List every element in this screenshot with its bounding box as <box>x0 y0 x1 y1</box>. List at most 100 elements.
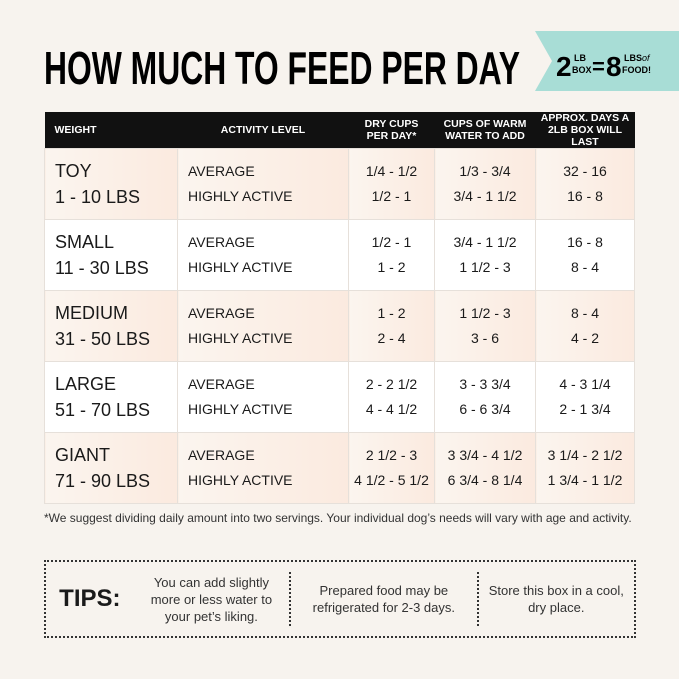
days-last: 16 - 8 <box>567 234 603 250</box>
activity-level-cell: AVERAGE HIGHLY ACTIVE <box>177 290 349 362</box>
days-last: 16 - 8 <box>567 188 603 204</box>
size-cell: SMALL 11 - 30 LBS <box>44 219 178 291</box>
size-name: LARGE <box>55 374 117 394</box>
days-last-cell: 8 - 4 4 - 2 <box>535 290 635 362</box>
dry-cups: 1/2 - 1 <box>371 188 412 204</box>
water-cups-cell: 3 3/4 - 4 1/2 6 3/4 - 8 1/4 <box>434 432 536 504</box>
dry-cups-cell: 1/4 - 1/2 1/2 - 1 <box>348 148 435 220</box>
activity-level: HIGHLY ACTIVE <box>188 188 293 204</box>
activity-level: AVERAGE <box>188 305 255 321</box>
activity-level: HIGHLY ACTIVE <box>188 330 293 346</box>
tips-label: TIPS: <box>59 585 121 612</box>
days-last-cell: 16 - 8 8 - 4 <box>535 219 635 291</box>
weight-range: 31 - 50 LBS <box>55 329 151 349</box>
badge-of: of <box>642 53 651 63</box>
days-last-cell: 4 - 3 1/4 2 - 1 3/4 <box>535 361 635 433</box>
activity-level: HIGHLY ACTIVE <box>188 401 293 417</box>
table-row: MEDIUM 31 - 50 LBS AVERAGE HIGHLY ACTIVE 1 -… <box>44 290 635 362</box>
dry-cups: 1/4 - 1/2 <box>365 163 418 179</box>
column-header: WEIGHT <box>44 112 178 149</box>
badge-unit: LB <box>574 53 586 63</box>
water-cups: 1/3 - 3/4 <box>459 163 511 179</box>
water-cups: 3 - 6 <box>470 330 499 346</box>
size-name: TOY <box>55 161 92 181</box>
dry-cups: 4 - 4 1/2 <box>365 401 418 417</box>
header: HOW MUCH TO FEED PER DAY 2 LB BOX = 8 LB… <box>44 31 679 94</box>
weight-range: 11 - 30 LBS <box>55 258 149 278</box>
days-last: 4 - 3 1/4 <box>559 376 611 392</box>
water-cups: 3/4 - 1 1/2 <box>453 234 517 250</box>
water-cups: 1 1/2 - 3 <box>459 305 511 321</box>
activity-level: AVERAGE <box>188 447 255 463</box>
badge-equals: = <box>592 54 605 79</box>
feeding-table: WEIGHT ACTIVITY LEVEL DRY CUPS PER DAY* CUP… <box>44 112 635 504</box>
days-last: 3 1/4 - 2 1/2 <box>547 447 623 463</box>
activity-level: HIGHLY ACTIVE <box>188 259 293 275</box>
activity-level-cell: AVERAGE HIGHLY ACTIVE <box>177 148 349 220</box>
dry-cups: 1/2 - 1 <box>371 234 412 250</box>
dry-cups: 1 - 2 <box>377 259 406 275</box>
separator <box>476 572 479 626</box>
days-last: 4 - 2 <box>570 330 599 346</box>
dry-cups: 2 - 4 <box>377 330 406 346</box>
column-header: CUPS OF WARM WATER TO ADD <box>434 112 536 149</box>
column-header: DRY CUPS PER DAY* <box>348 112 435 149</box>
dry-cups-cell: 1/2 - 1 1 - 2 <box>348 219 435 291</box>
days-last: 8 - 4 <box>570 305 599 321</box>
tip: You can add slightly more or less water … <box>150 574 273 624</box>
column-header: ACTIVITY LEVEL <box>177 112 349 149</box>
footnote: *We suggest dividing daily amount into t… <box>44 511 632 525</box>
water-cups-cell: 1/3 - 3/4 3/4 - 1 1/2 <box>434 148 536 220</box>
badge-number: 2 <box>556 51 572 82</box>
days-last: 1 3/4 - 1 1/2 <box>547 472 623 488</box>
activity-level: AVERAGE <box>188 234 255 250</box>
activity-level: HIGHLY ACTIVE <box>188 472 293 488</box>
activity-level: AVERAGE <box>188 376 255 392</box>
badge-unit: FOOD! <box>622 65 651 75</box>
title: HOW MUCH TO FEED PER DAY <box>44 42 520 94</box>
days-last-cell: 32 - 16 16 - 8 <box>535 148 635 220</box>
size-name: SMALL <box>55 232 115 252</box>
size-cell: GIANT 71 - 90 LBS <box>44 432 178 504</box>
activity-level-cell: AVERAGE HIGHLY ACTIVE <box>177 361 349 433</box>
size-cell: LARGE 51 - 70 LBS <box>44 361 178 433</box>
dry-cups: 1 - 2 <box>377 305 406 321</box>
table-row: LARGE 51 - 70 LBS AVERAGE HIGHLY ACTIVE 2 - … <box>44 361 635 433</box>
water-cups: 6 - 6 3/4 <box>459 401 511 417</box>
dry-cups: 2 - 2 1/2 <box>365 376 418 392</box>
days-last: 8 - 4 <box>570 259 599 275</box>
tip: Store this box in a cool, dry place. <box>488 583 624 615</box>
water-cups-cell: 1 1/2 - 3 3 - 6 <box>434 290 536 362</box>
tip: Prepared food may be refrigerated for 2-… <box>312 583 456 615</box>
table-row: SMALL 11 - 30 LBS AVERAGE HIGHLY ACTIVE 1/2 … <box>44 219 635 291</box>
dry-cups-cell: 2 - 2 1/2 4 - 4 1/2 <box>348 361 435 433</box>
size-name: MEDIUM <box>55 303 128 323</box>
dry-cups: 4 1/2 - 5 1/2 <box>354 472 429 488</box>
water-cups: 3 3/4 - 4 1/2 <box>447 447 523 463</box>
days-last-cell: 3 1/4 - 2 1/2 1 3/4 - 1 1/2 <box>535 432 635 504</box>
badge-number: 8 <box>606 51 622 82</box>
column-header: APPROX. DAYS A 2LB BOX WILL LAST <box>535 112 635 149</box>
water-cups: 3/4 - 1 1/2 <box>453 188 517 204</box>
separator <box>289 572 292 626</box>
header-row: WEIGHT ACTIVITY LEVEL DRY CUPS PER DAY* CUP… <box>44 112 635 149</box>
dry-cups-cell: 1 - 2 2 - 4 <box>348 290 435 362</box>
table-row: GIANT 71 - 90 LBS AVERAGE HIGHLY ACTIVE 2 1/… <box>44 432 635 504</box>
dry-cups-cell: 2 1/2 - 3 4 1/2 - 5 1/2 <box>348 432 435 504</box>
activity-level-cell: AVERAGE HIGHLY ACTIVE <box>177 219 349 291</box>
water-cups: 6 3/4 - 8 1/4 <box>447 472 523 488</box>
size-cell: MEDIUM 31 - 50 LBS <box>44 290 178 362</box>
weight-range: 71 - 90 LBS <box>55 471 151 491</box>
activity-level: AVERAGE <box>188 163 255 179</box>
tips-box: TIPS: You can add slightly more or less … <box>44 560 636 638</box>
size-name: GIANT <box>55 445 111 465</box>
days-last: 32 - 16 <box>563 163 607 179</box>
days-last: 2 - 1 3/4 <box>559 401 611 417</box>
dry-cups: 2 1/2 - 3 <box>365 447 418 463</box>
badge-unit: BOX <box>572 65 592 75</box>
badge-unit: LBS <box>624 53 642 63</box>
water-cups-cell: 3 - 3 3/4 6 - 6 3/4 <box>434 361 536 433</box>
water-cups-cell: 3/4 - 1 1/2 1 1/2 - 3 <box>434 219 536 291</box>
table-row: TOY 1 - 10 LBS AVERAGE HIGHLY ACTIVE 1/4 - 1… <box>44 148 635 220</box>
